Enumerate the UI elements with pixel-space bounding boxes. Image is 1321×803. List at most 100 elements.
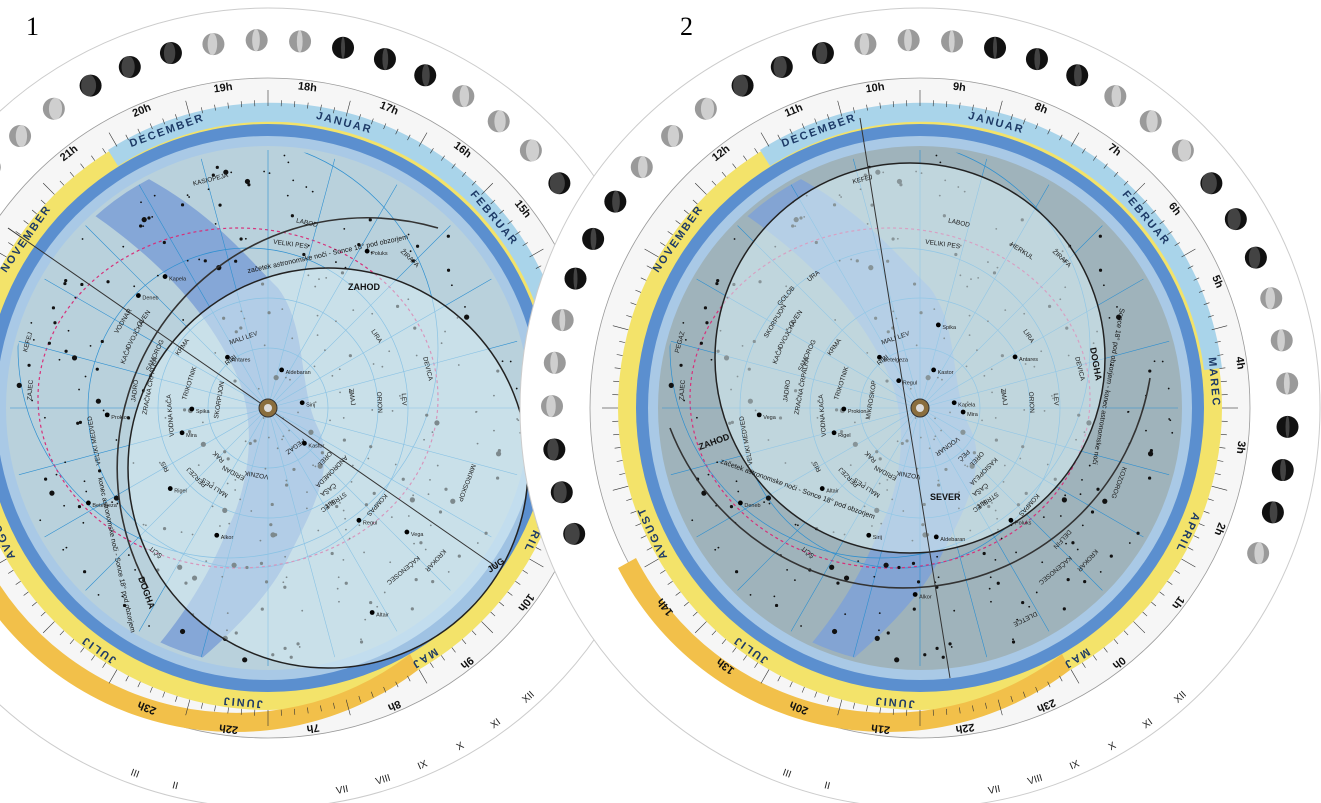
moon-phase-icon	[854, 33, 877, 56]
star-label: Prokion	[848, 409, 867, 415]
constellation-label: JADRO	[130, 379, 140, 402]
roman-month-label: III	[781, 767, 793, 780]
star-label: Spika	[196, 409, 211, 415]
moon-phase-icon	[373, 48, 396, 71]
constellation-label: KIT	[323, 498, 335, 509]
moon-phase-icon	[550, 481, 573, 504]
moon-phase-icon	[1224, 208, 1247, 231]
star-label: Mira	[967, 412, 979, 418]
constellation-label: VOZNIK	[243, 469, 269, 480]
label-zahod: ZAHOD	[348, 282, 380, 292]
constellation-label: LABOD	[295, 218, 318, 229]
moon-phase-icon	[548, 172, 571, 195]
constellation-label: RIS	[811, 460, 823, 473]
hour-label: 9h	[952, 81, 966, 95]
twilight-arc	[116, 217, 439, 589]
hour-label: 22h	[218, 721, 239, 735]
hour-label: 21h	[870, 721, 891, 735]
hour-label: 2h	[1211, 521, 1227, 538]
moon-phase-icon	[452, 85, 475, 108]
moon-phase-icon	[563, 522, 586, 545]
moon-phase-icon	[543, 438, 566, 461]
constellation-label: LEV	[400, 393, 408, 406]
twilight-arc	[669, 377, 1151, 589]
planisphere-2: ZAHOD SEVER DOGHA začetek astronomske no…	[519, 7, 1321, 803]
star-label: Vega	[763, 415, 776, 421]
star-label: Altair	[826, 489, 839, 495]
star-label: Regul	[903, 381, 917, 387]
moon-phase-icon	[984, 36, 1007, 59]
hour-label: 3h	[1234, 440, 1248, 454]
moon-phase-icon	[289, 30, 312, 53]
panel-label-2: 2	[680, 12, 693, 41]
constellation-label: LABOD	[947, 218, 970, 229]
moon-phase-icon	[519, 139, 542, 162]
star-label: Antares	[1019, 357, 1038, 363]
star-label: Poluks	[1015, 520, 1032, 526]
moon-phase-icon	[941, 30, 964, 53]
star-label: Deneb	[142, 296, 158, 302]
planisphere-1: ZAHOD JUG DOGHA začetek astronomske noči…	[0, 7, 669, 803]
moon-phase-icon	[245, 29, 268, 52]
star-label: Kapela	[958, 403, 976, 409]
star-label: Deneb	[744, 503, 760, 509]
star-label: Aldebaran	[940, 537, 965, 543]
moon-phase-icon	[118, 55, 141, 78]
month-ring-winter	[760, 102, 1222, 370]
constellation-label: ZAJEC	[678, 379, 687, 400]
roman-month-label: IX	[416, 758, 429, 772]
constellation-label: ORION	[375, 392, 383, 414]
meridian-line	[7, 227, 499, 569]
hour-label: 18h	[297, 80, 318, 94]
star-label: Kastor	[308, 443, 324, 449]
moon-phase-icon	[79, 74, 102, 97]
moon-phase-icon	[811, 42, 834, 65]
month-label: MAREC	[1206, 357, 1222, 408]
moon-phase-icon	[414, 64, 437, 87]
moon-phase-icon	[770, 55, 793, 78]
star-label: Kapela	[169, 277, 187, 283]
star-label: Alkor	[221, 535, 234, 541]
moon-phase-icon	[9, 125, 32, 148]
hour-label: 22h	[954, 721, 975, 736]
moon-phase-icon	[1276, 415, 1299, 438]
moon-phase-icon	[1244, 246, 1267, 269]
moon-phase-icon	[731, 74, 754, 97]
constellation-label: ORION	[1027, 392, 1035, 414]
roman-month-label: II	[823, 780, 831, 792]
star-label: Rigel	[838, 433, 851, 439]
star-label: Spika	[942, 325, 957, 331]
constellation-label: VOZNIK	[895, 469, 921, 480]
moon-phase-icon	[543, 351, 566, 374]
constellation-label: KEFEJ	[852, 174, 873, 186]
star-label: Alkor	[919, 594, 932, 600]
moon-phase-icon	[1276, 372, 1299, 395]
moon-phase-ring	[541, 29, 1299, 565]
horizon-window	[714, 162, 1106, 554]
constellation-label: KIT	[975, 498, 987, 509]
roman-month-label: VIII	[374, 773, 392, 788]
hour-label: 10h	[865, 81, 886, 96]
roman-month-label: VII	[335, 784, 349, 797]
moon-phase-icon	[1271, 459, 1294, 482]
roman-month-label: VII	[987, 784, 1001, 797]
month-ring-summer	[618, 558, 1070, 733]
moon-phase-icon	[1139, 110, 1162, 133]
moon-phase-icon	[564, 267, 587, 290]
constellation-label: JADRO	[782, 379, 792, 402]
moon-phase-icon	[1200, 172, 1223, 195]
moon-phase-icon	[332, 36, 355, 59]
moon-phase-icon	[661, 125, 684, 148]
label-sever: SEVER	[930, 492, 961, 502]
star-label: Aldebaran	[286, 370, 311, 376]
star-label: Sirij	[306, 403, 315, 409]
constellation-label: ZAJEC	[26, 379, 35, 400]
hour-label: 8h	[1033, 101, 1050, 117]
moon-phase-icon	[1260, 287, 1283, 310]
hour-label: 4h	[1233, 356, 1247, 371]
roman-month-label: IX	[1068, 758, 1081, 772]
moon-phase-icon	[1261, 501, 1284, 524]
star-label: Mira	[186, 433, 198, 439]
